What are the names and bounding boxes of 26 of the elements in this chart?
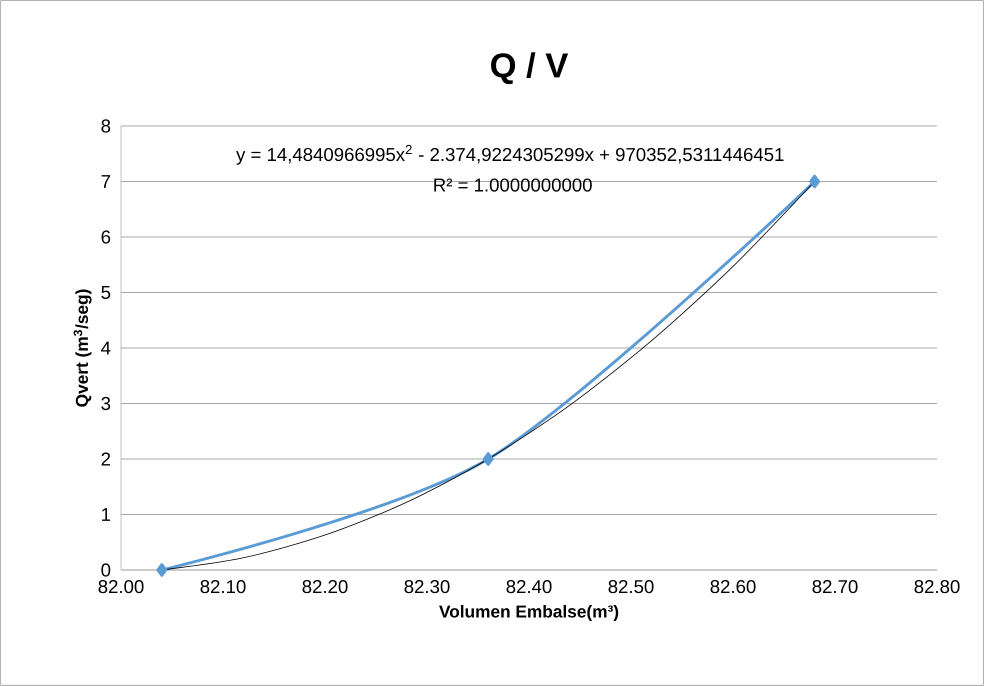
annotation: R² = 1.0000000000 [434,178,592,192]
point [482,452,494,466]
x-tick-label: 82.20 [302,580,348,594]
x-tick-label: 82.60 [710,580,756,594]
x-tick-label: 82.00 [98,580,144,594]
x-tick-label: 82.10 [200,580,246,594]
y-tick-label: 8 [101,119,110,133]
y-axis-title: Qvert (m$^{3}$/seg) [74,290,92,407]
chart-title: Q / V [491,52,568,84]
point [809,174,820,188]
x-tick-label: 82.80 [914,580,960,594]
x-tick-label: 82.70 [812,580,858,594]
annotation: y = 14,4840966995x$^{2}$ - 2.374,9224305299x + 970352,5311446451 [236,144,784,165]
y-tick-label: 7 [102,175,110,188]
y-tick-label: 1 [102,508,110,521]
y-tick-label: 5 [101,286,110,299]
x-axis-title: Volumen Embalse(m³) [439,604,618,622]
y-tick-label: 2 [102,452,110,466]
x-tick-label: 82.30 [404,580,450,594]
y-tick-label: 3 [101,396,110,410]
y-tick-label: 0 [101,563,110,577]
point [156,563,168,577]
x-tick-label: 82.40 [506,580,552,594]
x-tick-label: 82.50 [608,580,654,594]
y-tick-label: 6 [102,230,110,244]
y-tick-label: 4 [101,342,110,354]
